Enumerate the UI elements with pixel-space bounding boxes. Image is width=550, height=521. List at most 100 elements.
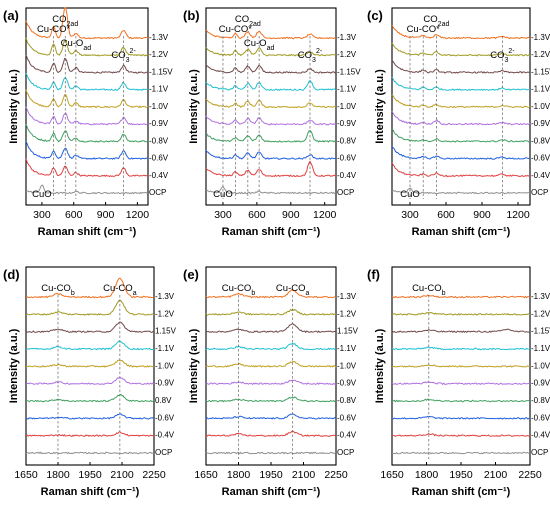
series-label: -0.6V [337, 154, 357, 163]
series-line [205, 451, 337, 455]
series-line [25, 158, 149, 178]
series-line [25, 54, 149, 74]
series-line [205, 360, 337, 368]
peak-label: CuO [213, 189, 233, 200]
chart-panel-c: (c) Intensity (a.u.) 300 600 900 1200 Raman sh… [367, 7, 550, 238]
chart-panel-a: (a) Intensity (a.u.) 300 600 900 1200 Raman sh… [3, 7, 173, 238]
series-label: -1.2V [155, 309, 175, 318]
series-line [25, 376, 155, 385]
chart-panel-d: (d) Intensity (a.u.) 1650 1800 1950 2100 2250R… [3, 266, 177, 498]
series-line [391, 42, 531, 57]
series-line [391, 146, 531, 160]
series-line [392, 415, 530, 420]
series-label: OCP [531, 188, 548, 197]
series-label: -0.9V [149, 119, 169, 128]
series-line [205, 79, 337, 91]
series-line [25, 393, 155, 403]
peak-label: CuO [400, 189, 420, 200]
panel-label: (b) [183, 8, 200, 23]
peak-label: CO2ad [235, 14, 261, 28]
x-tick-label: 900 [473, 209, 491, 221]
series-label: -1.3V [337, 292, 357, 301]
series-line [25, 277, 155, 299]
series-label: -1.1V [149, 85, 169, 94]
x-axis-label: Raman shift (cm⁻¹) [38, 226, 137, 238]
x-tick-label: 1800 [227, 469, 251, 481]
series-line [391, 311, 531, 316]
series-line [205, 342, 337, 351]
series-line [25, 124, 149, 143]
series-line [25, 37, 149, 57]
y-axis-label: Intensity (a.u.) [374, 328, 386, 403]
x-axis-label: Raman shift (cm⁻¹) [412, 226, 511, 238]
series-label: -1.2V [531, 309, 550, 318]
series-label: OCP [337, 448, 354, 457]
series-label: 1.15V [155, 327, 177, 336]
series-label: -1.1V [337, 344, 357, 353]
series-line [391, 451, 531, 455]
series-label: OCP [531, 448, 548, 457]
x-axis-label: Raman shift (cm⁻¹) [222, 226, 321, 238]
series-label: -0.4V [337, 431, 357, 440]
series-label: 0.8V [155, 396, 172, 405]
series-line [205, 99, 336, 109]
peak-label: Cu-CO* [407, 24, 441, 35]
series-label: -1.3V [149, 33, 169, 42]
x-axis-label: Raman shift (cm⁻¹) [41, 486, 140, 498]
series-label: -1.0V [531, 361, 550, 370]
series-label: OCP [149, 188, 166, 197]
x-tick-label: 1800 [415, 469, 439, 481]
series-label: -0.8V [531, 396, 550, 405]
peak-label: Cu-CO* [37, 24, 71, 35]
series-line [25, 72, 149, 91]
x-tick-label: 300 [214, 209, 232, 221]
peak-label: Cu-COa [103, 283, 137, 297]
series-label: -0.9V [531, 119, 550, 128]
series-label: -0.9V [337, 119, 357, 128]
x-tick-label: 600 [248, 209, 266, 221]
series-label: -0.6V [155, 413, 175, 422]
series-line [391, 294, 531, 299]
peak-label: Cu-CO* [219, 24, 253, 35]
series-line [25, 184, 149, 195]
x-tick-label: 600 [437, 209, 455, 221]
series-line [25, 140, 149, 160]
series-line [205, 289, 337, 299]
series-label: -0.8V [531, 136, 550, 145]
series-line [391, 162, 531, 178]
panel-label: (f) [367, 267, 380, 282]
series-line [391, 346, 531, 351]
series-line [25, 299, 155, 316]
series-label: -1.15V [531, 327, 550, 336]
series-label: -1.2V [337, 309, 357, 318]
x-tick-label: 2250 [324, 469, 348, 481]
x-tick-label: 1650 [14, 469, 38, 481]
x-tick-label: 1950 [449, 469, 473, 481]
series-line [391, 364, 531, 368]
series-label: -0.8V [337, 136, 357, 145]
peak-label: Cu-Oad [244, 38, 275, 52]
series-line [25, 431, 155, 438]
series-label: -0.4V [337, 171, 357, 180]
series-label: -1.1V [531, 344, 550, 353]
x-tick-label: 900 [97, 209, 115, 221]
peak-label: Cu-COb [41, 283, 75, 297]
x-tick-label: 2250 [518, 469, 542, 481]
x-tick-label: 1800 [46, 469, 70, 481]
series-label: -1.2V [337, 50, 357, 59]
series-line [391, 25, 531, 40]
series-line [25, 89, 149, 109]
series-label: -0.4V [149, 171, 169, 180]
peak-label: Cu-Oad [61, 38, 92, 52]
series-line [391, 398, 531, 403]
series-label: -1.2V [149, 50, 169, 59]
series-line [391, 94, 531, 109]
series-line [205, 115, 337, 126]
x-tick-label: 1650 [194, 469, 218, 481]
series-line [391, 187, 531, 195]
x-tick-label: 1200 [506, 209, 530, 221]
series-line [205, 29, 337, 40]
x-tick-label: 1950 [259, 469, 283, 481]
series-label: -1.15V [149, 67, 173, 76]
